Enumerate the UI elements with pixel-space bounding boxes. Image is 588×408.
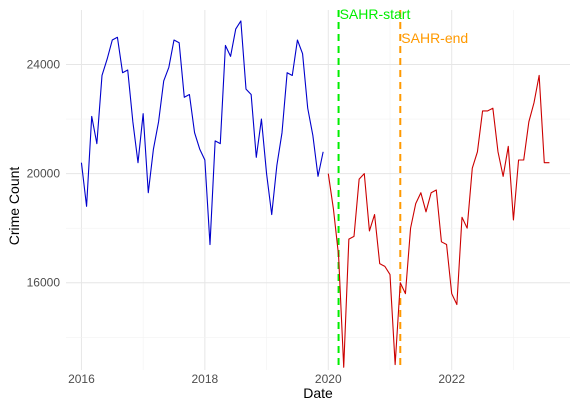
annotation-labels: SAHR-start SAHR-end: [340, 6, 469, 46]
x-tick-label-2: 2020: [315, 372, 342, 386]
x-tick-label-1: 2018: [192, 372, 219, 386]
x-axis-title: Date: [303, 385, 333, 401]
y-axis-title: Crime Count: [6, 167, 22, 246]
series-line-1: [327, 74, 550, 368]
annotation-label-0: SAHR-start: [340, 6, 411, 22]
y-tick-labels: 16000 20000 24000: [27, 58, 61, 290]
y-tick-label-1: 20000: [27, 167, 61, 181]
x-tick-label-3: 2022: [438, 372, 465, 386]
x-tick-labels: 2016 2018 2020 2022: [68, 372, 465, 386]
series-line-0: [80, 20, 324, 246]
annotation-lines: [337, 10, 402, 370]
y-tick-label-2: 24000: [27, 58, 61, 72]
y-tick-label-0: 16000: [27, 276, 61, 290]
series-lines: [80, 20, 550, 368]
x-tick-label-0: 2016: [68, 372, 95, 386]
annotation-label-1: SAHR-end: [401, 30, 468, 46]
